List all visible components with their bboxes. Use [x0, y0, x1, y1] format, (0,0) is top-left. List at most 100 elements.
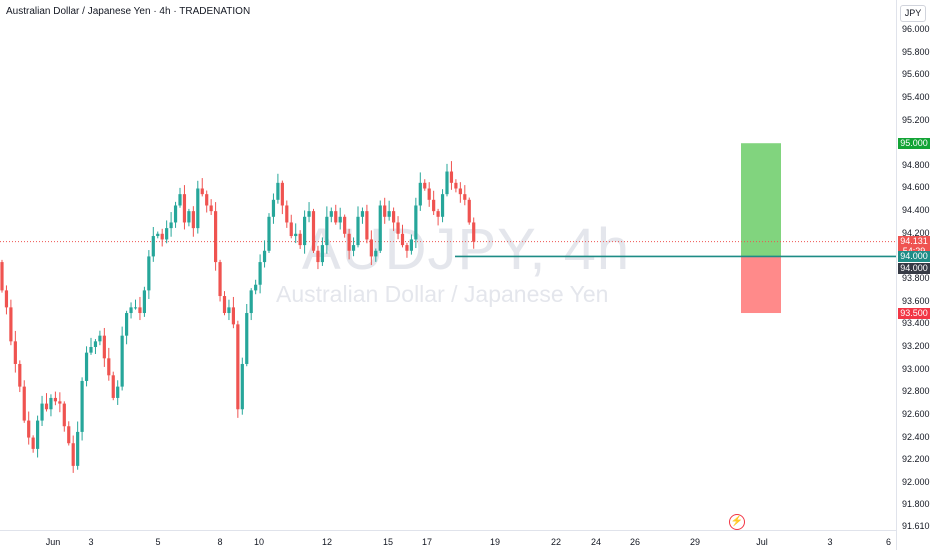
candle-body	[31, 437, 35, 449]
candle-body	[245, 313, 249, 364]
candle-body	[133, 307, 138, 309]
candle-body	[4, 290, 9, 308]
profit-zone	[741, 143, 781, 257]
candle-body	[165, 228, 169, 240]
candle-body	[365, 211, 369, 240]
time-tick-label: 12	[321, 537, 333, 547]
candle-body	[173, 205, 178, 223]
candle-body	[71, 443, 75, 466]
candle-body	[116, 386, 120, 398]
candle-body	[316, 250, 320, 263]
candle-body	[267, 216, 271, 251]
candle-body	[27, 420, 31, 438]
candle-body	[58, 401, 62, 404]
candle-body	[303, 216, 307, 246]
candle-body	[463, 194, 467, 200]
take-profit-tag: 95.000	[898, 137, 930, 149]
price-tick-label: 92.600	[902, 408, 930, 419]
candle-body	[249, 290, 253, 314]
candle-body	[178, 194, 182, 206]
candle-body	[320, 245, 324, 263]
candle-body	[200, 188, 204, 195]
candle-body	[196, 188, 200, 229]
candle-body	[36, 420, 40, 449]
candle-body	[156, 233, 160, 237]
price-tick-label: 93.200	[902, 340, 930, 351]
candle-body	[307, 211, 311, 217]
loss-zone	[741, 256, 781, 314]
candle-body	[236, 324, 240, 410]
candle-body	[254, 284, 258, 291]
candle-body	[449, 171, 454, 183]
candle-body	[374, 250, 378, 257]
price-axis[interactable]: 96.000 95.800 95.600 95.400 95.200 95.000 94.8…	[896, 0, 932, 550]
candle-body	[89, 346, 93, 353]
candle-body	[325, 216, 329, 246]
time-tick-label: 26	[629, 537, 641, 547]
currency-selector[interactable]: JPY	[900, 5, 926, 22]
crosshair-level-tag: 94.000	[898, 263, 930, 275]
candle-body	[289, 222, 293, 237]
candle-body	[276, 182, 280, 200]
candle-body	[240, 363, 244, 410]
time-tick-label: 6	[886, 537, 892, 547]
candle-body	[294, 233, 298, 237]
candle-body	[125, 313, 129, 336]
price-tick-label: 92.400	[902, 431, 930, 442]
chart-area[interactable]: AUDJPY, 4h Australian Dollar / Japanese …	[0, 0, 896, 530]
candle-body	[440, 194, 445, 217]
price-tick-label: 96.000	[902, 24, 930, 34]
candle-body	[40, 403, 44, 421]
candle-body	[458, 188, 462, 195]
candle-body	[218, 262, 222, 297]
candle-body	[472, 222, 476, 242]
candle-body	[351, 245, 356, 251]
candle-body	[209, 205, 213, 212]
candle-body	[67, 426, 71, 444]
candle-body	[409, 239, 413, 251]
watermark-description: Australian Dollar / Japanese Yen	[276, 281, 609, 307]
candle-body	[169, 222, 173, 229]
time-tick-label: 3	[827, 537, 833, 547]
price-tick-label: 92.200	[902, 454, 930, 465]
candle-body	[151, 236, 155, 257]
symbol-title[interactable]: Australian Dollar / Japanese Yen · 4h · …	[6, 6, 251, 17]
candle-body	[262, 250, 267, 263]
candle-body	[280, 182, 284, 206]
time-tick-label: 24	[590, 537, 602, 547]
candle-body	[445, 171, 449, 195]
candle-body	[187, 211, 191, 223]
candle-body	[396, 222, 400, 234]
candle-body	[222, 296, 227, 314]
candle-body	[93, 341, 98, 347]
time-tick-label: 8	[217, 537, 223, 547]
candle-body	[258, 262, 262, 285]
candle-body	[423, 182, 427, 189]
time-tick-label: 5	[155, 537, 161, 547]
tradingview-logo-icon[interactable]: ⚡	[729, 514, 745, 530]
candle-body	[414, 205, 418, 240]
price-tick-label: 94.400	[902, 205, 930, 216]
candle-body	[80, 380, 84, 432]
time-tick-label: 19	[489, 537, 501, 547]
candle-body	[22, 386, 26, 421]
candle-body	[182, 194, 187, 223]
countdown-timer: 54:29	[898, 246, 930, 256]
candle-body	[13, 341, 17, 364]
price-tick-label: 94.200	[902, 227, 930, 238]
candle-body	[427, 188, 431, 200]
price-tick-label: 94.600	[902, 182, 930, 193]
time-tick-label: 10	[253, 537, 265, 547]
candle-body	[107, 358, 111, 376]
candlestick-chart[interactable]	[0, 0, 896, 530]
candle-body	[356, 216, 360, 246]
candle-body	[147, 256, 151, 291]
time-axis[interactable]: Jun 3 5 8 10 12 15 17 19 22 24 26 29 Jul 3 6	[0, 530, 896, 551]
price-tick-label: 93.800	[902, 273, 930, 284]
candle-body	[111, 375, 115, 398]
price-tick-label: 91.610	[902, 521, 930, 531]
candle-body	[160, 233, 164, 240]
candle-body	[129, 307, 133, 314]
candle-body	[102, 335, 106, 359]
candle-body	[436, 211, 440, 217]
